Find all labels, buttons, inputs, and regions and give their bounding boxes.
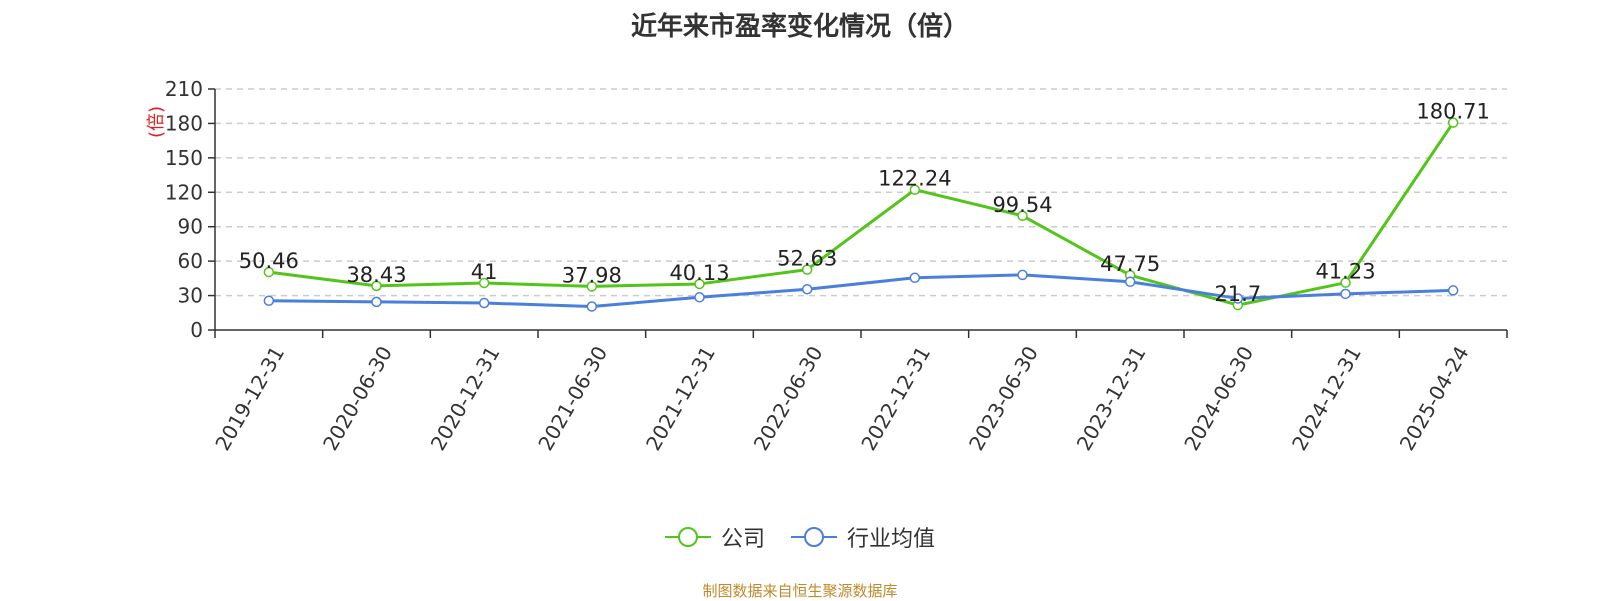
data-label: 21.7 xyxy=(1214,282,1261,306)
x-tick-label: 2021-06-30 xyxy=(533,342,612,455)
x-tick-label: 2024-12-31 xyxy=(1287,342,1366,455)
data-point-marker xyxy=(371,280,382,292)
data-point-marker xyxy=(478,297,490,309)
data-point-marker xyxy=(1340,288,1351,300)
y-tick-label: 120 xyxy=(165,180,203,204)
y-tick-label: 210 xyxy=(165,77,203,101)
data-label: 122.24 xyxy=(878,167,951,191)
data-point-marker xyxy=(694,278,705,290)
legend-line-marker-icon xyxy=(791,527,837,547)
data-point-marker xyxy=(801,284,813,295)
data-label: 37.98 xyxy=(562,263,622,287)
x-tick-label: 2020-12-31 xyxy=(426,342,505,455)
legend-line-marker-icon xyxy=(664,527,711,547)
legend-item-company[interactable]: 公司 xyxy=(664,521,765,553)
x-tick-label: 2023-12-31 xyxy=(1072,342,1151,455)
x-tick-label: 2020-06-30 xyxy=(318,342,397,455)
data-point-marker xyxy=(586,301,598,312)
data-labels: 50.46 38.43 41 37.98 40.13 52.63 122.24 99.54 47… xyxy=(239,100,1490,306)
y-tick-label: 0 xyxy=(190,318,203,342)
data-label: 47.75 xyxy=(1100,252,1160,276)
legend-label-industry-average: 行业均值 xyxy=(847,527,936,552)
x-tick-label: 2019-12-31 xyxy=(210,342,289,455)
data-point-marker xyxy=(371,296,382,308)
data-point-marker xyxy=(1124,276,1136,288)
series-lines xyxy=(263,117,1459,312)
data-label: 40.13 xyxy=(669,261,729,285)
legend-label-company: 公司 xyxy=(720,527,765,552)
y-tick-label: 60 xyxy=(178,249,203,273)
legend-item-industry-average[interactable]: 行业均值 xyxy=(791,521,935,553)
data-point-marker xyxy=(1340,277,1351,288)
y-axis-unit-label: (倍) xyxy=(146,106,167,138)
data-point-marker xyxy=(1232,293,1244,304)
data-label: 41 xyxy=(471,260,498,284)
data-label: 180.71 xyxy=(1416,100,1489,124)
legend: 公司 行业均值 xyxy=(0,521,1600,553)
x-tick-label: 2021-12-31 xyxy=(641,342,720,455)
x-tick-label: 2024-06-30 xyxy=(1179,342,1258,455)
data-label: 50.46 xyxy=(239,249,299,273)
data-point-marker xyxy=(1017,269,1028,281)
data-label: 52.63 xyxy=(777,247,837,271)
data-source-footer: 制图数据来自恒生聚源数据库 xyxy=(702,582,898,600)
series-line-0 xyxy=(268,121,1455,307)
data-point-marker xyxy=(586,281,598,292)
data-point-marker xyxy=(1017,210,1028,222)
data-point-marker xyxy=(909,184,921,195)
data-point-marker xyxy=(1447,117,1459,128)
data-point-marker xyxy=(1447,285,1459,296)
data-point-marker xyxy=(263,295,275,306)
data-label: 38.43 xyxy=(346,263,406,287)
x-tick-label: 2025-04-24 xyxy=(1395,342,1474,455)
data-label: 99.54 xyxy=(992,193,1052,217)
grid-lines xyxy=(215,88,1507,297)
data-label: 41.23 xyxy=(1315,260,1375,284)
y-tick-label: 150 xyxy=(165,146,203,170)
y-tick-label: 30 xyxy=(178,284,203,308)
data-point-marker xyxy=(909,272,921,284)
y-tick-label: 90 xyxy=(178,215,203,239)
x-tick-label: 2022-12-31 xyxy=(856,342,935,455)
x-tick-label: 2022-06-30 xyxy=(749,342,828,455)
x-tick-label: 2023-06-30 xyxy=(964,342,1043,455)
series-line-1 xyxy=(268,273,1454,308)
chart-title: 近年来市盈率变化情况（倍） xyxy=(630,12,969,42)
data-point-marker xyxy=(478,277,490,289)
data-point-marker xyxy=(694,292,705,303)
data-point-marker xyxy=(263,266,275,278)
data-point-marker xyxy=(801,264,813,275)
y-tick-label: 180 xyxy=(165,111,203,135)
